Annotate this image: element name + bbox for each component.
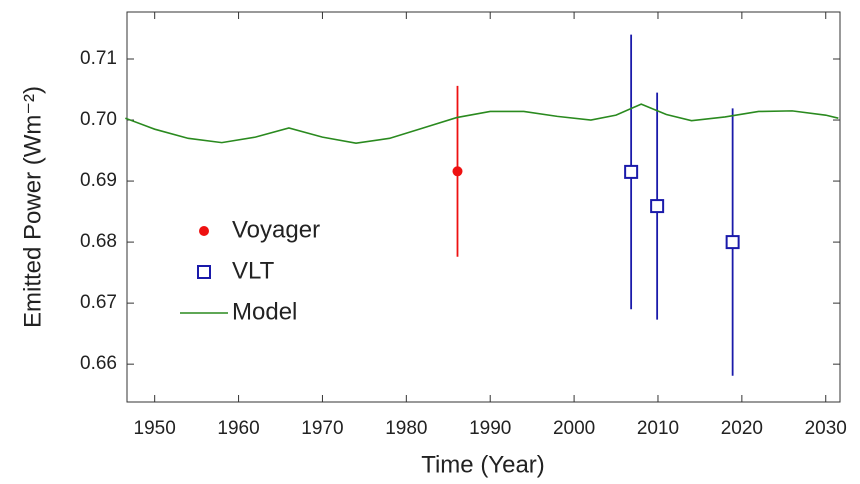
y-tick-label: 0.70 [80,109,117,130]
x-tick-label: 2010 [637,418,679,439]
y-tick-label: 0.68 [80,231,117,252]
x-tick-label: 2030 [805,418,847,439]
y-tick-label: 0.69 [80,170,117,191]
y-tick-label: 0.66 [80,353,117,374]
data-point [624,164,639,179]
x-tick-label: 1990 [469,418,511,439]
data-point [452,166,463,177]
y-tick-label: 0.67 [80,292,117,313]
legend-marker [199,226,209,236]
x-tick-label: 1950 [134,418,176,439]
x-tick-label: 2020 [721,418,763,439]
model-line [125,103,839,145]
plot-frame [126,11,841,403]
x-tick-label: 1980 [385,418,427,439]
x-axis-label: Time (Year) [421,451,545,478]
x-tick-label: 2000 [553,418,595,439]
data-point [725,235,740,250]
legend-marker [197,265,211,279]
x-tick-label: 1960 [217,418,259,439]
y-tick-label: 0.71 [80,48,117,69]
x-tick-label: 1970 [301,418,343,439]
legend-label: VLT [232,257,275,284]
y-axis-label: Emitted Power (Wm⁻²) [19,86,46,328]
data-point [650,199,665,214]
legend-label: Voyager [232,216,320,243]
legend-label: Model [232,298,297,325]
